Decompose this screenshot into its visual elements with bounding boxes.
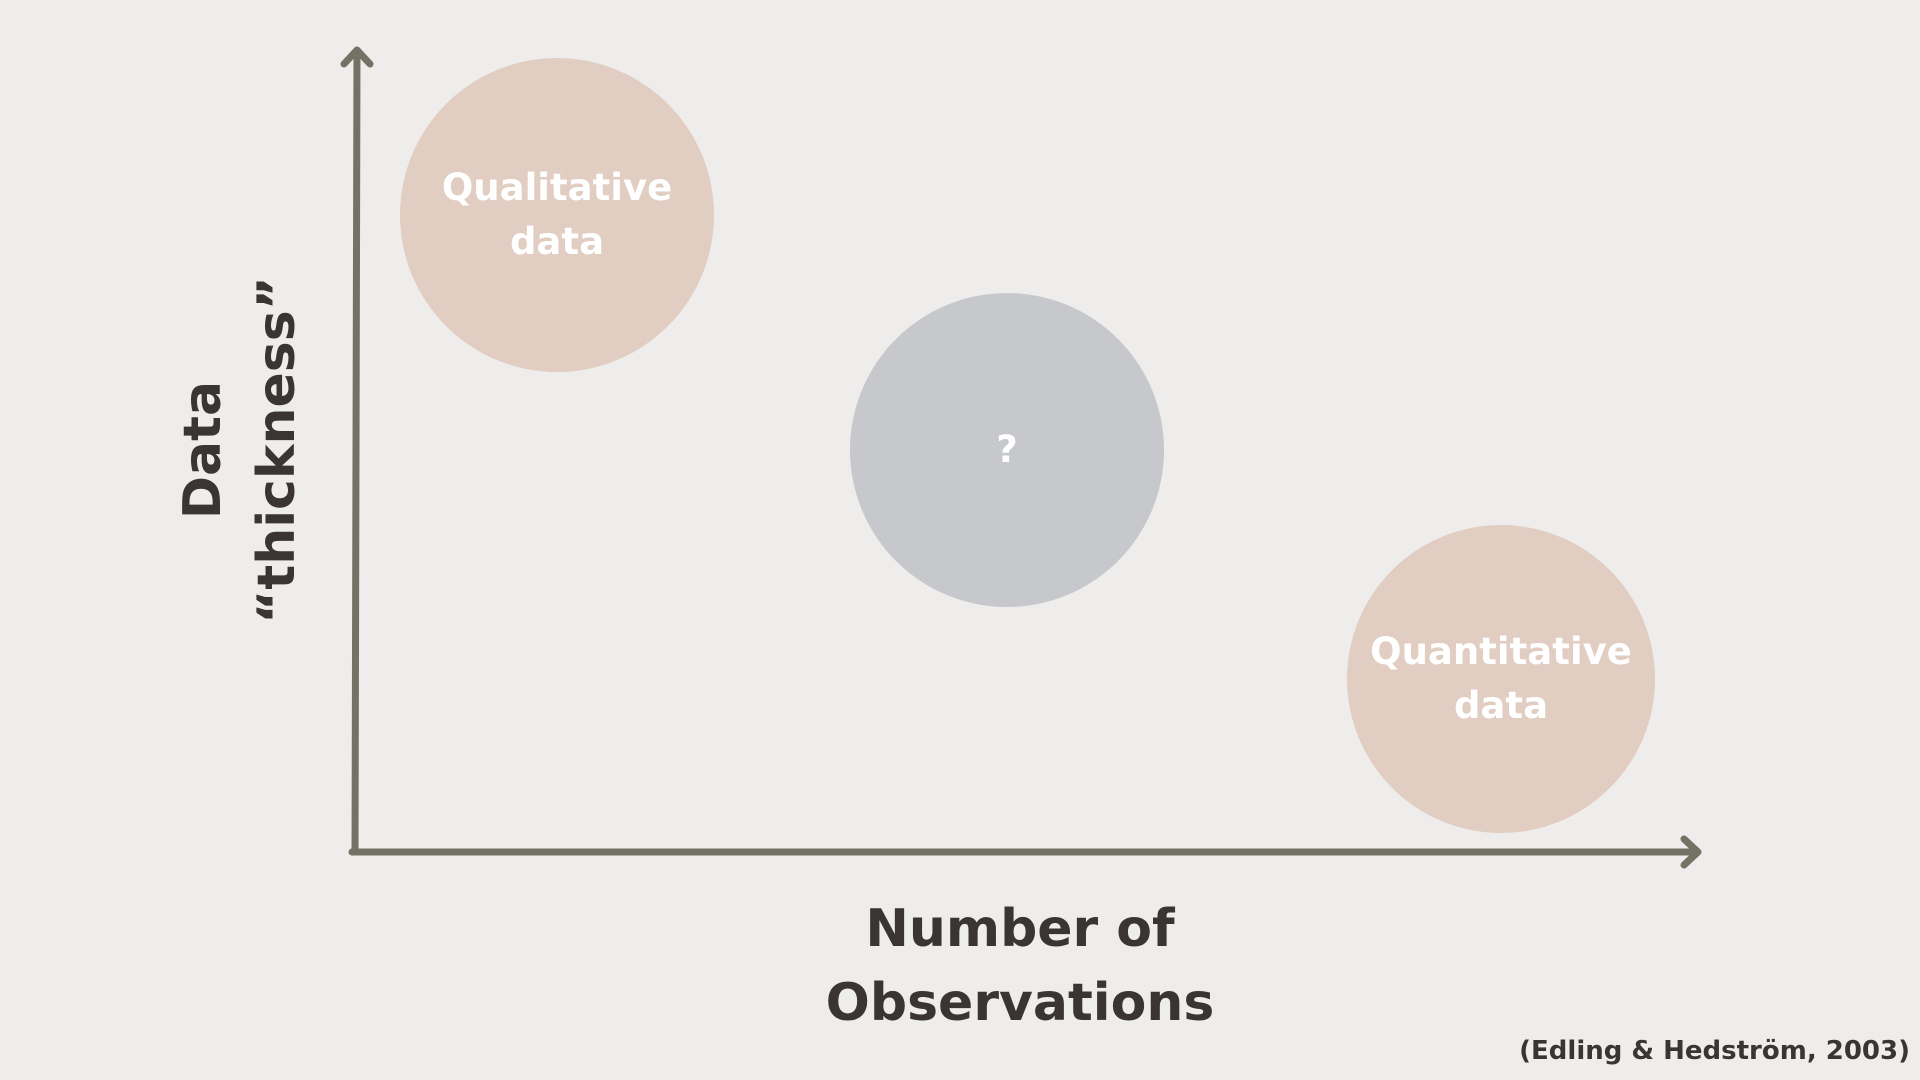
citation: (Edling & Hedström, 2003) <box>1519 1036 1910 1066</box>
x-axis-label-line2: Observations <box>825 973 1215 1033</box>
quantitative-data-circle: Quantitative data <box>1347 525 1655 833</box>
x-axis-arrowhead <box>1680 835 1702 869</box>
unknown-data-label: ? <box>996 428 1018 471</box>
y-axis-label-line2: “thickness” <box>247 276 307 624</box>
unknown-data-circle: ? <box>850 293 1164 607</box>
qualitative-data-label: Qualitative data <box>441 166 673 263</box>
y-axis-label-line1: Data <box>173 380 233 520</box>
x-axis-label-line1: Number of <box>865 899 1175 959</box>
y-axis-label: Data “thickness” <box>166 276 314 624</box>
quantitative-data-label: Quantitative data <box>1370 630 1632 727</box>
x-axis-label: Number of Observations <box>820 892 1220 1040</box>
y-axis-arrowhead <box>340 46 374 68</box>
y-axis-line <box>351 48 361 856</box>
qualitative-data-circle: Qualitative data <box>400 58 714 372</box>
